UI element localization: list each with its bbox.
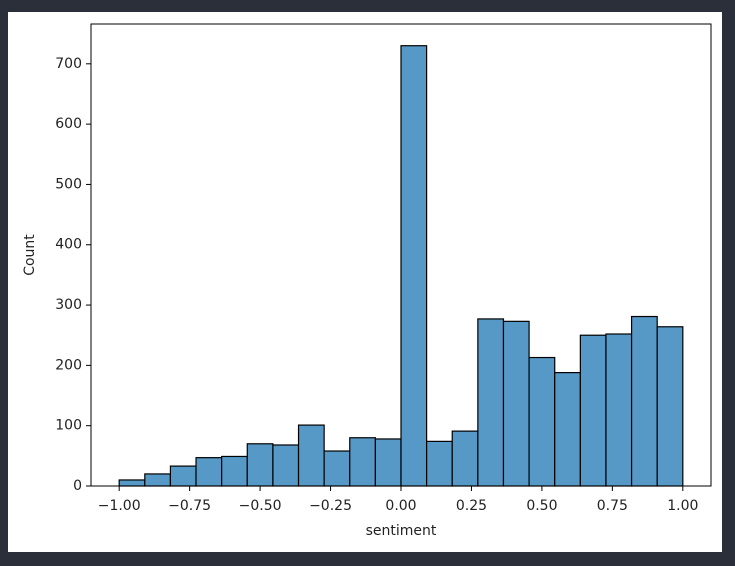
bar [323, 450, 351, 487]
x-tick-label: −0.25 [309, 498, 352, 514]
y-tick-label: 200 [55, 357, 82, 373]
bar [605, 333, 633, 487]
bar [221, 455, 248, 487]
y-tick-label: 500 [55, 176, 82, 192]
x-tick-label: −0.50 [239, 498, 282, 514]
bar [374, 438, 402, 487]
bar [426, 440, 453, 487]
bar [195, 457, 223, 487]
bar [297, 424, 325, 487]
y-tick-label: 300 [55, 297, 82, 313]
x-tick-label: −0.75 [168, 498, 211, 514]
bar [400, 45, 428, 487]
y-tick-label: 100 [55, 418, 82, 434]
x-tick-label: 0.75 [597, 498, 628, 514]
bar [554, 372, 581, 487]
bar [477, 318, 505, 487]
bar [451, 430, 479, 487]
x-axis-label: sentiment [366, 523, 437, 539]
x-tick-label: 1.00 [667, 498, 698, 514]
y-tick-label: 0 [73, 478, 82, 494]
bar [630, 315, 658, 487]
x-tick-label: 0.50 [526, 498, 557, 514]
bar [118, 479, 146, 487]
bar [144, 473, 172, 487]
bar [349, 437, 376, 487]
y-axis-label: Count [22, 234, 38, 276]
y-tick-label: 600 [55, 116, 82, 132]
y-tick-label: 400 [55, 237, 82, 253]
bar [246, 443, 274, 487]
bar [169, 465, 197, 487]
y-tick-label: 700 [55, 56, 82, 72]
bar [502, 320, 530, 487]
bar [272, 444, 300, 487]
bar [656, 326, 684, 487]
x-tick-label: 0.25 [456, 498, 487, 514]
x-tick-label: −1.00 [98, 498, 141, 514]
bar [528, 356, 556, 487]
bar [579, 334, 607, 487]
x-tick-label: 0.00 [385, 498, 416, 514]
